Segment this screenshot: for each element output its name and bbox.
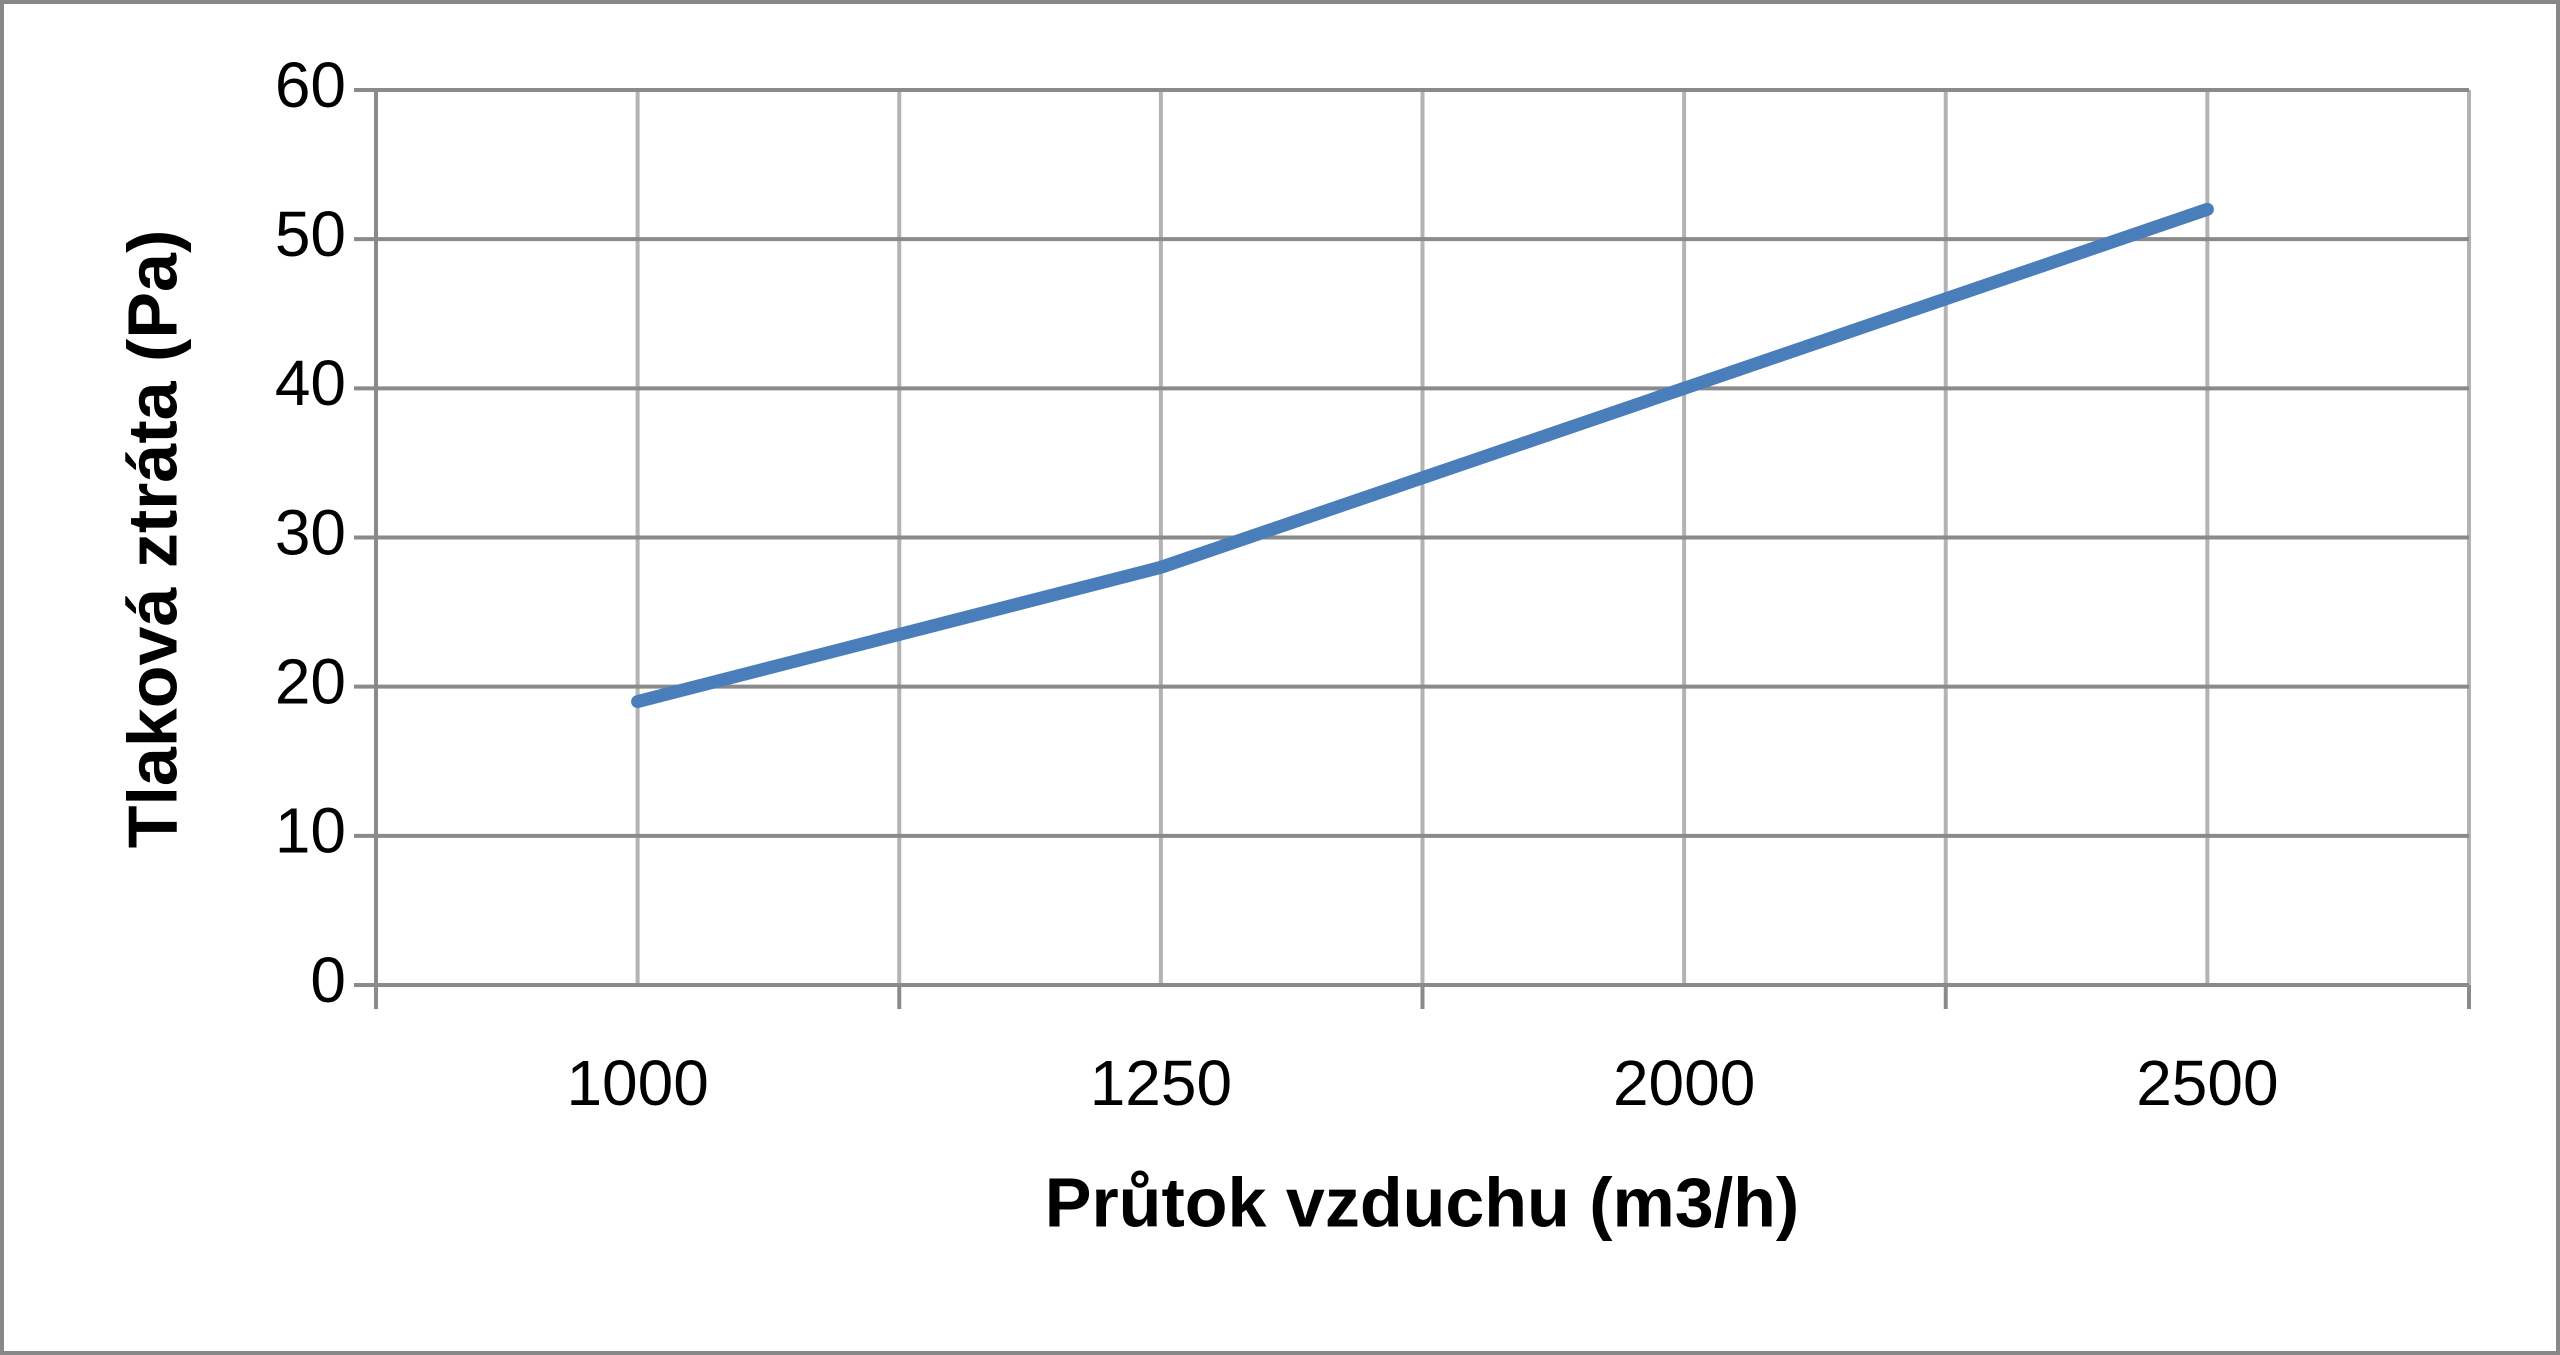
y-tick-label: 0 xyxy=(310,944,346,1016)
x-axis-title: Průtok vzduchu (m3/h) xyxy=(1045,1163,1799,1241)
data-line xyxy=(631,202,2214,709)
y-tick-label: 60 xyxy=(275,49,346,121)
x-tick-label: 2500 xyxy=(2136,1047,2278,1119)
y-tick-label: 10 xyxy=(275,795,346,867)
x-tick-label: 1250 xyxy=(1090,1047,1232,1119)
y-axis-title: Tlaková ztráta (Pa) xyxy=(113,230,191,849)
y-tick-label: 30 xyxy=(275,496,346,568)
y-tick-label: 50 xyxy=(275,198,346,270)
x-tick-label: 1000 xyxy=(566,1047,708,1119)
x-tick-label: 2000 xyxy=(1613,1047,1755,1119)
y-tick-label: 40 xyxy=(275,347,346,419)
y-tick-label: 20 xyxy=(275,646,346,718)
